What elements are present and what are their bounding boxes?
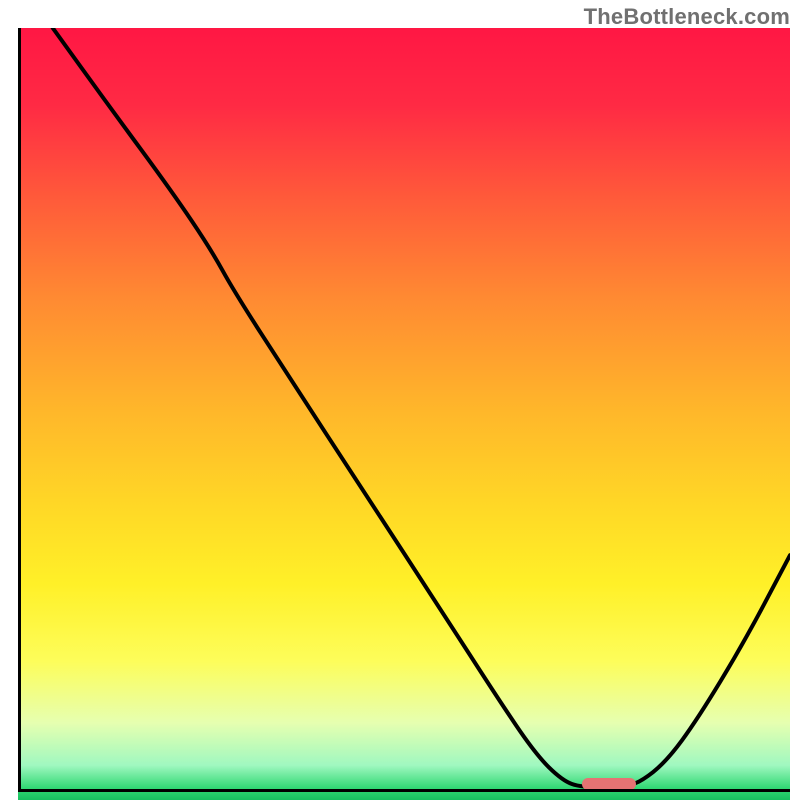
plot-area	[18, 28, 790, 792]
y-axis	[18, 28, 21, 792]
gradient-background	[18, 28, 790, 800]
x-axis	[18, 789, 790, 792]
watermark-text: TheBottleneck.com	[584, 4, 790, 30]
chart-container: TheBottleneck.com	[0, 0, 800, 800]
